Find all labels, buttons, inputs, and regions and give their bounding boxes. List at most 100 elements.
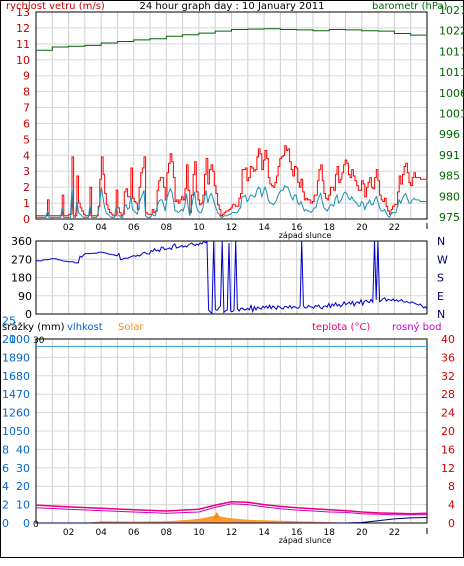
pressure-y-tick-label: 1027 [439, 4, 464, 17]
wind-axis-title: rychlost vetru (m/s) [6, 1, 105, 12]
rain-y-tick-label: 14 [2, 388, 16, 401]
humidity-y-tick-label: 70 [16, 388, 30, 401]
wind-panel-x-tick-label: 02 [63, 223, 74, 233]
solar-area [36, 515, 427, 523]
direction-compass-label: W [437, 253, 448, 266]
pressure-axis-title: barometr (hPa) [372, 1, 448, 12]
direction-compass-label: N [437, 235, 445, 248]
rain-y-tick-label: 8 [2, 443, 9, 456]
wind-y-tick-label: 10 [16, 54, 30, 67]
wind-y-tick-label: 7 [23, 102, 30, 115]
wind-y-tick-label: 5 [23, 133, 30, 146]
temp-panel-x-tick-label: 18 [324, 528, 336, 538]
temperature-line [35, 501, 428, 515]
rain-y-tick-label: 4 [2, 480, 9, 493]
temp-y-tick-label: 20 [441, 425, 455, 438]
wind-panel-x-tick-label: 06 [128, 223, 140, 233]
wind-direction-line [36, 240, 428, 314]
temp-y-tick-label: 16 [441, 443, 455, 456]
temp-panel-x-tick-label: 04 [95, 528, 107, 538]
solar-axis-title: Solar [118, 322, 144, 333]
wind-panel-x-tick-label: 04 [95, 223, 107, 233]
pressure-y-tick-label: 996 [439, 128, 460, 141]
sunset-annotation-2: západ slunce [279, 536, 332, 545]
rain-y-tick-label: 25 [2, 315, 16, 328]
sunset-annotation-1: západ slunce [279, 231, 332, 240]
temp-y-tick-label: 4 [448, 499, 455, 512]
wind-panel-x-tick-label: 22 [389, 223, 400, 233]
direction-panel-plot-border [35, 240, 428, 315]
temp-panel-x-tick-label: 16 [291, 528, 303, 538]
temp-panel-x-tick-label: 20 [356, 528, 368, 538]
temp-y-tick-label: 0 [448, 517, 455, 530]
temp-panel-x-tick-label: 06 [128, 528, 140, 538]
temp-y-tick-label: 40 [441, 333, 455, 346]
rain-y-tick-label: 20 [2, 333, 16, 346]
humidity-y-tick-label: 10 [16, 499, 30, 512]
solar-peak-mark [213, 512, 221, 518]
direction-compass-label: S [437, 272, 444, 285]
wind-y-tick-label: 8 [23, 86, 30, 99]
temp-panel-x-tick-label: 12 [226, 528, 237, 538]
wind-gust-line [36, 145, 428, 217]
wind-panel-plot-border [35, 11, 428, 220]
rain-y-tick-label: 18 [2, 351, 16, 364]
wind-y-tick-label: 4 [23, 149, 30, 162]
temp-panel-x-tick-label: 08 [161, 528, 173, 538]
dew-point-line [35, 503, 427, 516]
pressure-y-tick-label: 975 [439, 211, 460, 224]
humidity-y-tick-label: 100 [9, 333, 30, 346]
wind-y-tick-label: 12 [16, 22, 30, 35]
humidity-y-tick-label: 40 [16, 443, 30, 456]
wind-y-tick-label: 9 [23, 70, 30, 83]
direction-y-tick-label: 0 [25, 308, 32, 321]
wind-panel-x-tick-label: 16 [291, 223, 303, 233]
temp-panel-x-tick-label: 22 [389, 528, 400, 538]
pressure-y-tick-label: 1017 [439, 45, 464, 58]
rain-y-tick-label: 12 [2, 407, 16, 420]
direction-compass-label: E [437, 290, 444, 303]
rain-y-tick-label: 2 [2, 499, 9, 512]
temp-y-tick-label: 24 [441, 407, 455, 420]
wind-panel-x-tick-label: 10 [193, 223, 205, 233]
rain-y-tick-label: 10 [2, 425, 16, 438]
chart-title: 24 hour graph day : 10 January 2011 [140, 1, 325, 12]
humidity-y-tick-label: 30 [16, 462, 30, 475]
dew-axis-title: rosný bod [392, 321, 441, 333]
humidity-y-tick-label: 90 [16, 351, 30, 364]
wind-y-tick-label: 3 [23, 165, 30, 178]
rain-y-tick-label: 6 [2, 462, 9, 475]
wind-y-tick-label: 13 [16, 6, 30, 19]
humidity-axis-title: vlhkost [67, 322, 103, 333]
wind-panel-x-tick-label: 14 [258, 223, 270, 233]
wind-y-tick-label: 11 [16, 38, 30, 51]
direction-y-tick-label: 270 [11, 253, 32, 266]
pressure-y-tick-label: 1011 [439, 66, 464, 79]
rain-y-tick-label: 0 [2, 517, 9, 530]
inner-y-tick-label: 30 [33, 336, 45, 346]
wind-panel-x-tick-label: 08 [161, 223, 173, 233]
rain-line [36, 517, 428, 524]
direction-y-tick-label: 360 [11, 235, 32, 248]
pressure-y-tick-label: 991 [439, 149, 460, 162]
wind-speed-line [36, 184, 427, 219]
temp-axis-title: teplota (°C) [312, 322, 370, 333]
pressure-line [36, 28, 428, 51]
pressure-y-tick-label: 1001 [439, 108, 464, 121]
wind-y-tick-label: 1 [23, 197, 30, 210]
direction-compass-label: N [437, 308, 445, 321]
temp-y-tick-label: 12 [441, 462, 455, 475]
humidity-y-tick-label: 60 [16, 407, 30, 420]
pressure-y-tick-label: 1006 [439, 87, 464, 100]
temp-y-tick-label: 32 [441, 370, 455, 383]
rain-axis-title: srážky (mm) [2, 321, 65, 333]
wind-y-tick-label: 2 [23, 181, 30, 194]
humidity-y-tick-label: 0 [23, 517, 30, 530]
inner-y-tick-label: 0 [33, 520, 39, 530]
pressure-y-tick-label: 1022 [439, 25, 464, 38]
wind-panel-x-tick-label: 12 [226, 223, 237, 233]
direction-y-tick-label: 180 [11, 272, 32, 285]
temp-panel-x-tick-label: 14 [258, 528, 270, 538]
pressure-y-tick-label: 985 [439, 170, 460, 183]
